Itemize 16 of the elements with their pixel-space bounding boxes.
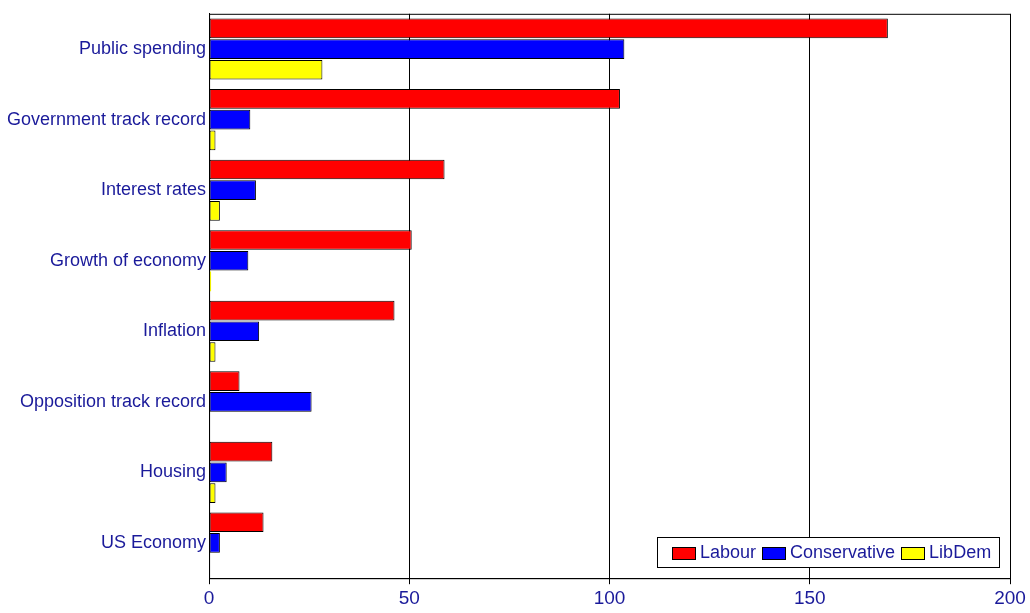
y-tick-label: Government track record bbox=[6, 108, 207, 129]
y-tick-label: Public spending bbox=[78, 38, 207, 59]
x-tick-label: 200 bbox=[994, 586, 1026, 608]
y-tick-label: Growth of economy bbox=[49, 249, 207, 270]
y-tick-label: Opposition track record bbox=[19, 390, 207, 411]
legend-label: Labour bbox=[700, 542, 757, 563]
legend-label: Conservative bbox=[790, 542, 896, 563]
legend-label: LibDem bbox=[929, 542, 992, 563]
x-tick-label: 150 bbox=[793, 586, 826, 608]
y-tick-label: US Economy bbox=[101, 531, 207, 552]
y-tick-label: Inflation bbox=[143, 320, 207, 341]
x-tick-label: 50 bbox=[398, 586, 420, 608]
y-tick-label: Housing bbox=[140, 461, 207, 482]
x-tick-label: 0 bbox=[203, 586, 215, 608]
y-tick-label: Interest rates bbox=[101, 179, 207, 200]
x-tick-label: 100 bbox=[593, 586, 626, 608]
